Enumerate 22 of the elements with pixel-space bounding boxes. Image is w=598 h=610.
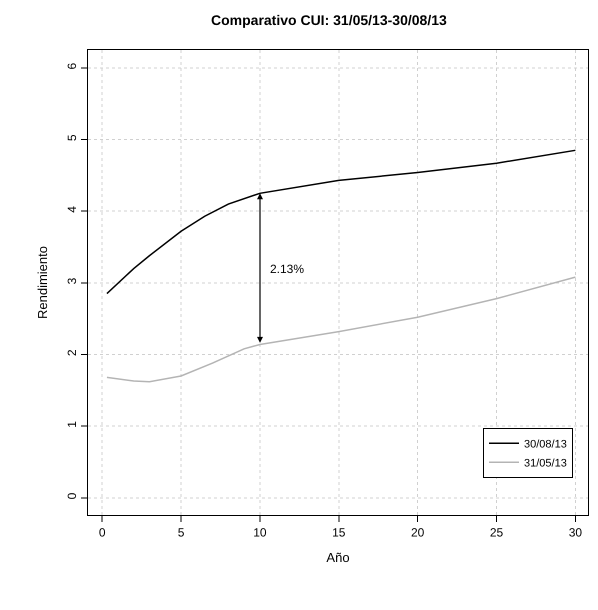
- legend-label: 31/05/13: [524, 458, 567, 470]
- y-tick-label: 3: [65, 277, 80, 284]
- annotation: 2.13%: [270, 262, 304, 276]
- y-tick-label: 1: [65, 420, 80, 428]
- y-tick-label: 6: [65, 62, 80, 70]
- x-tick-label: 20: [410, 525, 425, 540]
- x-axis-title: Año: [326, 550, 350, 565]
- x-tick-label: 0: [98, 525, 106, 540]
- x-tick-label: 5: [178, 525, 185, 540]
- y-axis-title: Rendimiento: [35, 246, 50, 319]
- x-tick-label: 30: [568, 525, 582, 540]
- y-tick-label: 4: [65, 206, 80, 213]
- x-tick-label: 15: [332, 525, 346, 540]
- legend-label: 30/08/13: [524, 438, 567, 451]
- x-tick-label: 25: [490, 525, 504, 540]
- y-tick-label: 0: [65, 492, 80, 500]
- chart-title: Comparativo CUI: 31/05/13-30/08/13: [211, 12, 447, 28]
- y-tick-label: 5: [65, 134, 80, 142]
- line-series: [106, 150, 576, 294]
- y-tick-label: 2: [65, 349, 80, 356]
- x-tick-label: 10: [253, 525, 267, 540]
- line-series: [106, 276, 576, 382]
